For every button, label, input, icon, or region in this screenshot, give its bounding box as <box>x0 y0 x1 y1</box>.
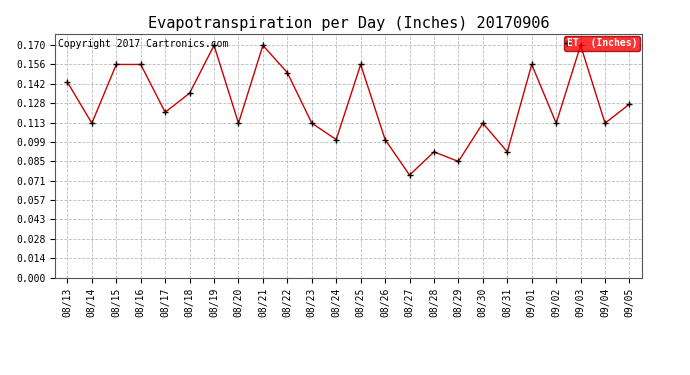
ET  (Inches) <box>210 43 218 48</box>
ET  (Inches) <box>88 121 96 126</box>
ET  (Inches) <box>161 110 169 114</box>
Legend: ET  (Inches): ET (Inches) <box>564 36 640 51</box>
ET  (Inches) <box>332 137 340 142</box>
ET  (Inches) <box>235 121 243 126</box>
ET  (Inches) <box>576 43 584 48</box>
ET  (Inches) <box>406 173 414 177</box>
Line: ET  (Inches): ET (Inches) <box>65 43 632 178</box>
ET  (Inches) <box>552 121 560 126</box>
ET  (Inches) <box>601 121 609 126</box>
ET  (Inches) <box>625 102 633 106</box>
ET  (Inches) <box>63 80 72 84</box>
ET  (Inches) <box>259 43 267 48</box>
ET  (Inches) <box>112 62 121 67</box>
ET  (Inches) <box>357 62 365 67</box>
Text: Copyright 2017 Cartronics.com: Copyright 2017 Cartronics.com <box>58 39 228 49</box>
ET  (Inches) <box>430 150 438 154</box>
ET  (Inches) <box>503 150 511 154</box>
Title: Evapotranspiration per Day (Inches) 20170906: Evapotranspiration per Day (Inches) 2017… <box>148 16 549 31</box>
ET  (Inches) <box>381 137 389 142</box>
ET  (Inches) <box>528 62 536 67</box>
ET  (Inches) <box>479 121 487 126</box>
ET  (Inches) <box>137 62 145 67</box>
ET  (Inches) <box>454 159 462 164</box>
ET  (Inches) <box>283 70 291 75</box>
ET  (Inches) <box>308 121 316 126</box>
ET  (Inches) <box>186 91 194 95</box>
